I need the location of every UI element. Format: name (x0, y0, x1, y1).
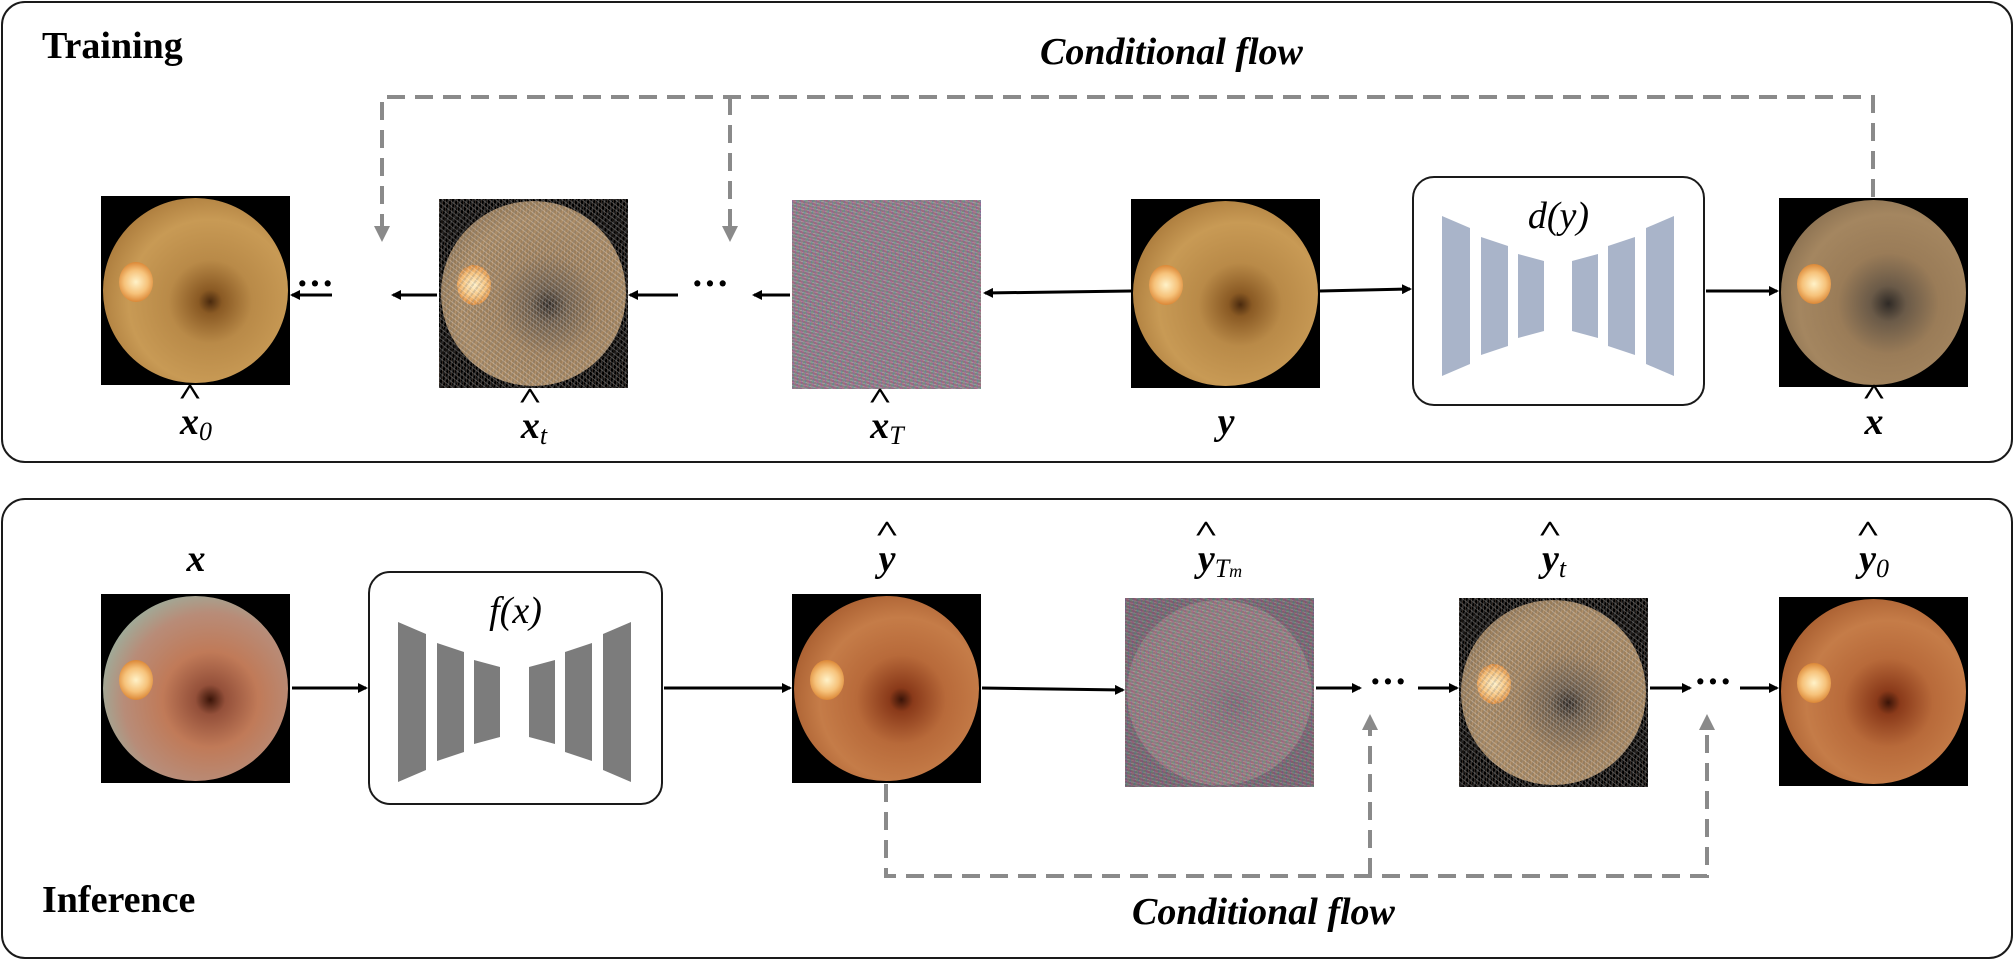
image-y (1131, 199, 1320, 388)
training-heading: Training (42, 25, 183, 67)
inference-heading: Inference (42, 879, 196, 921)
ellipsis-training-2: ··· (690, 263, 730, 305)
denoiser-blocks (1442, 216, 1674, 376)
label-x: x (186, 538, 206, 580)
training-conditional-flow-label: Conditional flow (1040, 31, 1303, 73)
inference-conditional-flow-label: Conditional flow (1132, 891, 1395, 933)
label-y-hat: y (787, 537, 987, 581)
image-yTm-hat (1125, 598, 1314, 787)
model-label: f(x) (489, 590, 542, 632)
image-x-hat-output (1779, 198, 1968, 387)
label-y0-hat: y0 (1774, 537, 1974, 584)
label-xT-hat: xT (787, 404, 987, 451)
denoiser-label: d(y) (1527, 195, 1590, 237)
label-yTm-hat: yTm (1120, 537, 1320, 584)
label-x-hat: x (1774, 400, 1974, 444)
ellipsis-inference-1: ··· (1368, 661, 1408, 703)
label-yt-hat: yt (1454, 537, 1654, 584)
label-x0-hat: x0 (96, 400, 296, 447)
image-y0-hat (1779, 597, 1968, 786)
image-yt-hat (1459, 598, 1648, 787)
image-xT-hat-noise (792, 200, 981, 389)
image-xt-hat (439, 199, 628, 388)
model-blocks (398, 622, 631, 782)
image-x0-hat (101, 196, 290, 385)
label-y: y (1217, 401, 1235, 443)
ellipsis-training-1: ··· (295, 263, 335, 305)
label-xt-hat: xt (434, 404, 634, 451)
ellipsis-inference-2: ··· (1693, 661, 1733, 703)
inference-panel (1, 498, 2013, 959)
image-x (101, 594, 290, 783)
image-y-hat (792, 594, 981, 783)
